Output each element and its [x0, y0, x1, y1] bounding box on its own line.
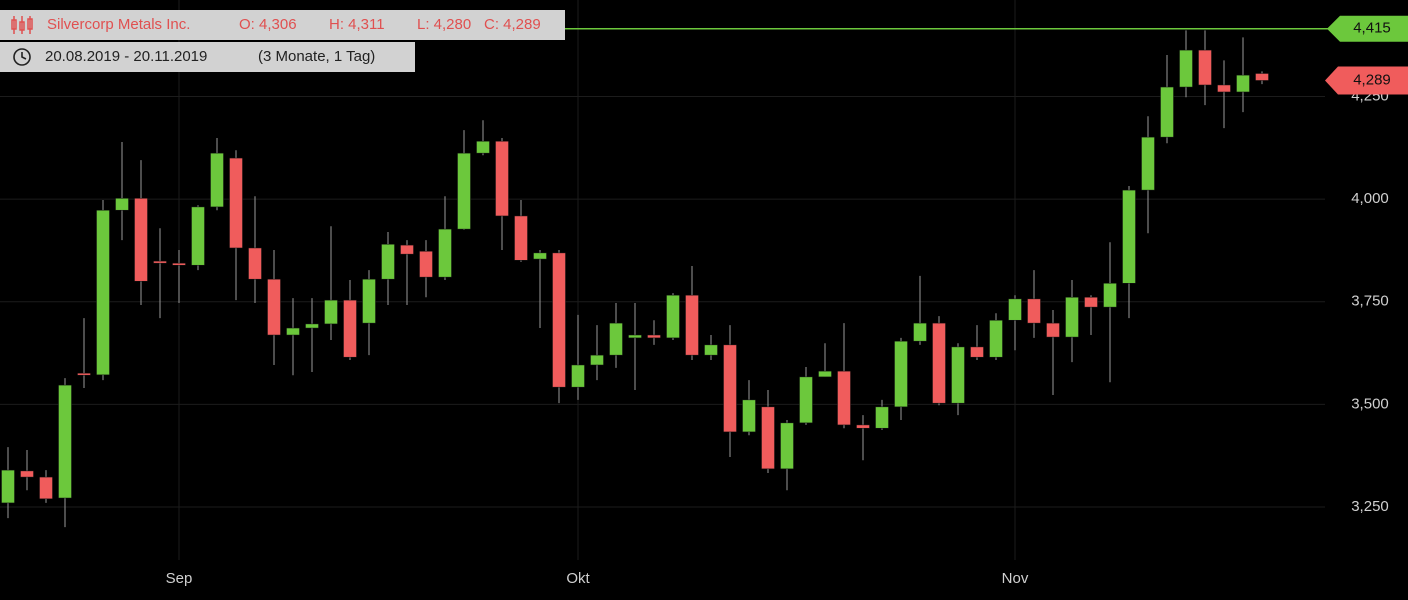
candle-body: [1122, 189, 1136, 284]
candle-body: [1008, 298, 1022, 321]
candle-body: [685, 294, 699, 356]
overlay: 4,415 4,289: [0, 15, 1408, 95]
candle-body: [476, 140, 490, 154]
candle-body: [628, 334, 642, 339]
candle-body: [1027, 298, 1041, 324]
last-price-label: 4,289: [1353, 71, 1391, 88]
candle-body: [210, 152, 224, 208]
candle-body: [951, 346, 965, 404]
high-label: 4,415: [1353, 20, 1391, 37]
candle-body: [191, 206, 205, 266]
candle-body: [20, 470, 34, 478]
y-tick-label: 3,250: [1351, 498, 1389, 515]
candle-body: [856, 424, 870, 429]
ohlc-close: C: 4,289: [484, 16, 541, 33]
candle-body: [1236, 74, 1250, 93]
candle-body: [229, 157, 243, 249]
candle-body: [362, 278, 376, 324]
candle-body: [400, 244, 414, 255]
candle-body: [343, 299, 357, 358]
x-tick-label: Sep: [166, 570, 193, 587]
ohlc-low: L: 4,280: [417, 16, 471, 33]
candle-body: [115, 198, 129, 211]
y-tick-label: 3,500: [1351, 395, 1389, 412]
candle-body: [58, 384, 72, 499]
candle-body: [172, 262, 186, 266]
candle-body: [571, 364, 585, 388]
candle-body: [134, 198, 148, 282]
candle-body: [77, 372, 91, 376]
candle-body: [647, 334, 661, 339]
period-note: (3 Monate, 1 Tag): [258, 48, 375, 65]
candle-body: [1217, 84, 1231, 93]
candle-body: [913, 322, 927, 342]
y-tick-label: 3,750: [1351, 293, 1389, 310]
candle-body: [1198, 49, 1212, 86]
candle-body: [533, 252, 547, 260]
candle-body: [286, 327, 300, 336]
candle-body: [609, 322, 623, 356]
candle-body: [723, 344, 737, 433]
candle-body: [324, 299, 338, 325]
candle-body: [381, 244, 395, 280]
candle-body: [438, 228, 452, 278]
clock-icon: [13, 48, 31, 66]
last-price-box: [1325, 66, 1408, 95]
x-tick-label: Nov: [1002, 570, 1029, 587]
candle-icon: [11, 16, 33, 34]
candle-body: [1084, 296, 1098, 308]
candles: [1, 30, 1269, 528]
candle-body: [989, 319, 1003, 358]
header: Silvercorp Metals Inc. O: 4,306 H: 4,311…: [0, 10, 565, 72]
candle-body: [552, 252, 566, 388]
candle-body: [267, 278, 281, 336]
candle-body: [419, 251, 433, 278]
y-tick-label: 4,000: [1351, 190, 1389, 207]
candle-body: [1179, 49, 1193, 88]
candle-body: [780, 422, 794, 470]
candle-body: [495, 140, 509, 217]
candle-body: [894, 340, 908, 408]
period-box: [0, 42, 415, 72]
candle-body: [248, 247, 262, 280]
candle-body: [666, 294, 680, 339]
candle-body: [305, 323, 319, 329]
candle-body: [818, 370, 832, 378]
candle-body: [1065, 296, 1079, 338]
high-label-box: [1327, 15, 1408, 42]
candle-body: [875, 406, 889, 429]
candle-body: [1141, 136, 1155, 191]
ohlc-open: O: 4,306: [239, 16, 297, 33]
candle-body: [761, 406, 775, 470]
candle-body: [39, 476, 53, 500]
candle-body: [1, 469, 15, 504]
ohlc-high: H: 4,311: [329, 16, 385, 33]
candle-body: [514, 215, 528, 261]
candle-body: [1046, 322, 1060, 338]
candle-body: [96, 209, 110, 376]
candle-body: [704, 344, 718, 356]
x-tick-label: Okt: [566, 570, 590, 587]
candle-body: [1103, 283, 1117, 308]
candle-body: [837, 370, 851, 426]
candle-body: [799, 376, 813, 424]
candle-body: [932, 322, 946, 404]
candle-body: [1255, 73, 1269, 81]
candle-body: [742, 399, 756, 433]
candle-body: [590, 354, 604, 366]
candle-body: [1160, 86, 1174, 138]
candle-body: [153, 260, 167, 264]
header-box: [0, 10, 565, 40]
chart-title: Silvercorp Metals Inc.: [47, 16, 190, 33]
period: 20.08.2019 - 20.11.2019: [45, 48, 207, 65]
candle-body: [457, 152, 471, 230]
candle-body: [970, 346, 984, 358]
